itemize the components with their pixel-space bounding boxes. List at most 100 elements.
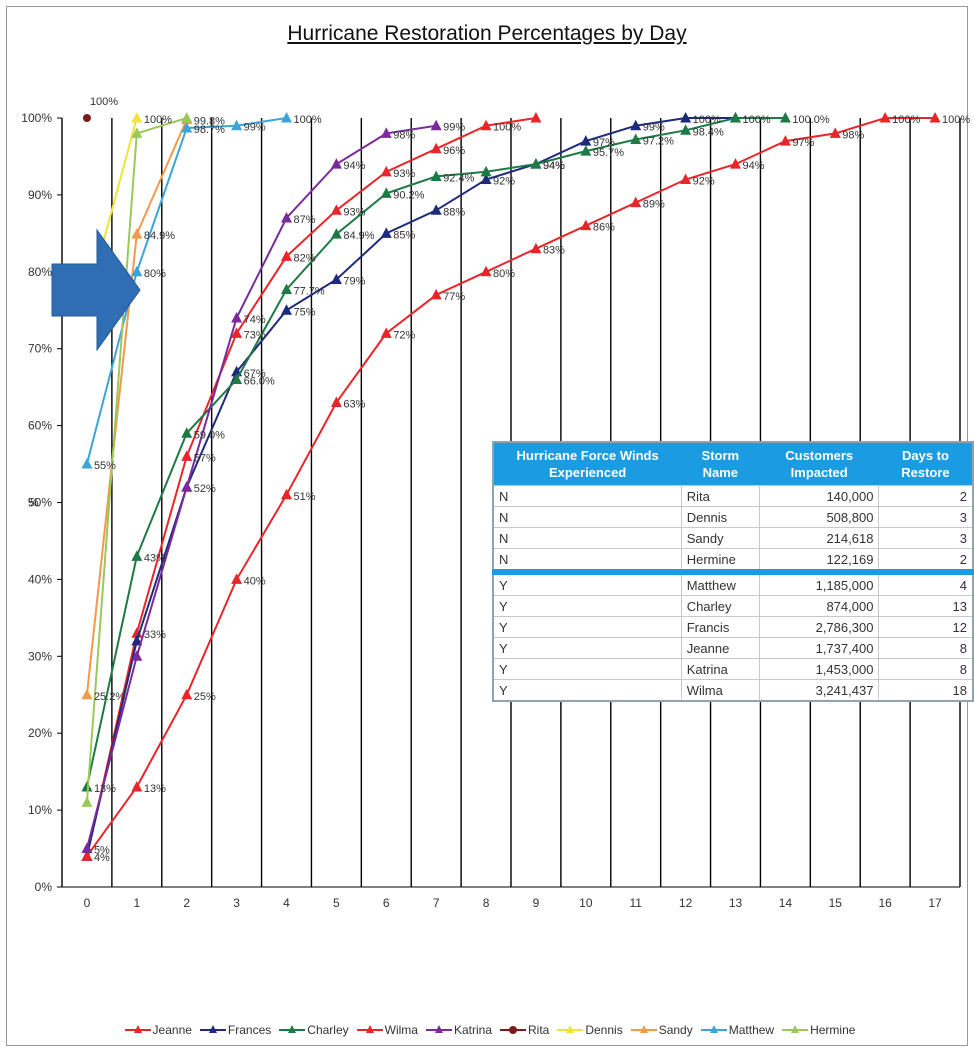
data-point	[281, 283, 292, 294]
data-point	[181, 121, 193, 133]
legend-item: Hermine	[782, 1023, 855, 1037]
table-cell: Y	[493, 637, 682, 659]
table-row: Y Wilma 3,241,437 18	[493, 679, 973, 701]
data-point	[82, 114, 91, 122]
data-label: 59.0%	[194, 429, 225, 441]
data-label: 98%	[842, 129, 864, 141]
data-point	[680, 173, 692, 185]
data-point	[330, 158, 342, 169]
data-label: 82%	[294, 252, 316, 264]
data-point	[231, 373, 243, 384]
table-cell: Rita	[680, 485, 760, 507]
table-cell: Hermine	[680, 548, 760, 572]
legend-swatch	[557, 1025, 584, 1035]
table-header-cell: Storm Name	[681, 442, 760, 486]
y-tick-label: 50%	[28, 496, 52, 510]
data-point	[929, 112, 941, 123]
legend-label: Wilma	[384, 1023, 418, 1037]
x-tick-label: 8	[483, 896, 490, 910]
data-label: 84.9%	[144, 230, 175, 242]
table-row: N Rita 140,000 2	[493, 485, 973, 507]
table-header-cell: Days to Restore	[878, 442, 973, 486]
table-cell: N	[493, 485, 682, 507]
table-cell: Wilma	[680, 679, 760, 701]
legend-swatch	[279, 1025, 306, 1035]
x-tick-label: 4	[283, 896, 290, 910]
data-label: 89%	[643, 199, 665, 211]
table-header-cell: Hurricane Force Winds Experienced	[493, 442, 682, 486]
data-point	[680, 124, 692, 135]
legend-swatch	[425, 1025, 452, 1035]
table-cell: 122,169	[758, 548, 879, 572]
data-label: 74%	[244, 314, 266, 326]
y-tick-label: 100%	[21, 111, 52, 125]
legend-item: Jeanne	[124, 1023, 192, 1037]
x-tick-label: 3	[233, 896, 240, 910]
series-lines	[81, 112, 941, 861]
table-cell: Sandy	[680, 527, 760, 549]
data-label: 100.0%	[792, 114, 830, 126]
data-label: 77.7%	[294, 285, 325, 297]
table-cell: Y	[493, 616, 682, 638]
table-cell: Y	[493, 595, 682, 617]
data-point	[380, 127, 392, 138]
x-tick-label: 2	[183, 896, 190, 910]
legend-label: Matthew	[728, 1023, 775, 1037]
series-line-wilma	[86, 117, 936, 857]
data-point	[630, 119, 642, 131]
data-point	[281, 112, 292, 123]
table-cell: 12	[878, 616, 973, 638]
legend-label: Rita	[528, 1023, 550, 1037]
legend-label: Sandy	[658, 1023, 693, 1037]
y-tick-label: 0%	[35, 880, 53, 894]
data-label: 95.7%	[593, 147, 624, 159]
data-point	[131, 650, 143, 661]
table-cell: 140,000	[758, 485, 879, 507]
table-cell: 874,000	[758, 595, 879, 617]
data-label: 51%	[294, 491, 316, 503]
x-tick-label: 9	[533, 896, 540, 910]
data-label: 87%	[294, 214, 316, 226]
legend-swatch	[630, 1025, 657, 1035]
annotation-arrow	[51, 228, 141, 352]
data-label: 79%	[343, 275, 365, 287]
data-point	[231, 119, 243, 131]
table-cell: N	[493, 506, 682, 528]
data-point	[480, 265, 492, 277]
series-line-frances	[85, 117, 736, 857]
data-point	[480, 119, 492, 131]
table-cell: Dennis	[680, 506, 760, 528]
y-tick-label: 90%	[28, 188, 52, 202]
data-label: 100%	[90, 96, 118, 108]
x-tick-label: 1	[133, 896, 140, 910]
data-point	[131, 265, 143, 277]
legend-swatch	[500, 1025, 526, 1035]
data-point	[281, 250, 292, 261]
data-point	[81, 781, 93, 792]
data-point	[779, 135, 791, 146]
x-tick-label: 10	[579, 896, 593, 910]
table-body: N Rita 140,000 2 N Dennis 508,800 3 N Sandy 214,61…	[493, 485, 973, 701]
table-cell: Charley	[680, 595, 760, 617]
x-tick-label: 15	[829, 896, 843, 910]
table-header-row: Hurricane Force Winds Experienced Storm N…	[493, 442, 973, 486]
data-label: 99%	[643, 122, 665, 134]
table-cell: Francis	[680, 616, 760, 638]
table-cell: 508,800	[758, 506, 879, 528]
data-point	[430, 170, 442, 181]
table-row: Y Matthew 1,185,000 4	[493, 569, 973, 596]
table-cell: 13	[878, 595, 973, 617]
table-cell: 2	[878, 548, 973, 572]
data-label: 100%	[493, 122, 521, 134]
table-cell: N	[493, 527, 682, 549]
data-point	[330, 204, 342, 215]
data-label: 57%	[194, 452, 216, 464]
data-point	[530, 112, 542, 123]
table-cell: Katrina	[680, 658, 760, 680]
table-cell: 18	[878, 679, 973, 701]
x-tick-label: 16	[878, 896, 892, 910]
data-label: 98%	[393, 129, 415, 141]
data-label: 80%	[493, 268, 515, 280]
table-row: Y Katrina 1,453,000 8	[493, 658, 973, 680]
legend-label: Dennis	[585, 1023, 623, 1037]
